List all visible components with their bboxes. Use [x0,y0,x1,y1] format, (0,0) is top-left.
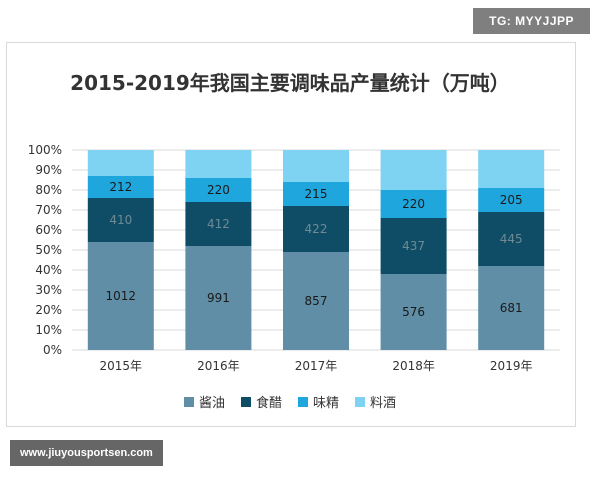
data-label: 220 [402,197,425,211]
x-tick-label: 2015年 [100,359,143,373]
data-label: 220 [207,183,230,197]
bar-segment [185,202,252,246]
legend-label: 食醋 [255,396,282,411]
legend-label: 酱油 [198,396,225,411]
bar-segment [283,252,349,350]
legend-item-vinegar: 食醋 [240,392,282,411]
data-label: 422 [305,222,328,236]
top-watermark-badge: TG: MYYJJPP [473,8,590,34]
x-tick-label: 2017年 [295,359,338,373]
x-tick-label: 2018年 [392,359,435,373]
bar-segment [283,206,349,252]
bar-segment [87,150,154,176]
legend-item-msg: 味精 [298,392,339,411]
data-label: 412 [207,217,230,231]
bar-segment [478,150,545,188]
data-label: 410 [109,213,132,227]
y-tick-label: 80% [35,183,62,197]
legend-swatch [240,396,251,407]
chart-legend: 酱油 食醋 味精 料酒 [0,392,580,411]
x-tick-label: 2019年 [490,359,533,373]
y-tick-label: 40% [35,263,62,277]
bar-segment [283,150,349,182]
bar-segment [87,242,154,350]
y-tick-label: 10% [35,323,62,337]
legend-swatch [355,396,366,407]
bar-segment [185,150,252,178]
y-tick-label: 0% [43,343,62,357]
data-label: 205 [500,193,523,207]
y-tick-label: 70% [35,203,62,217]
data-label: 991 [207,291,230,305]
data-label: 1012 [106,289,137,303]
bar-segment [87,176,154,198]
data-label: 215 [305,187,328,201]
bar-segment [380,150,447,190]
bar-segment [87,198,154,242]
data-label: 857 [305,294,328,308]
bottom-watermark-badge: www.jiuyousportsen.com [10,440,163,466]
y-tick-label: 30% [35,283,62,297]
legend-label: 料酒 [370,396,397,411]
bar-segment [380,218,447,274]
y-tick-label: 20% [35,303,62,317]
bar-segment [380,190,447,218]
bar-segment [283,182,349,206]
chart-title: 2015-2019年我国主要调味品产量统计（万吨） [70,71,510,95]
y-tick-label: 60% [35,223,62,237]
legend-item-soy-sauce: 酱油 [183,392,225,411]
bar-segment [185,246,252,350]
legend-swatch [183,396,194,407]
legend-item-cooking-wine: 料酒 [355,392,396,411]
legend-swatch [298,396,308,407]
bar-segment [185,178,252,202]
data-label: 681 [500,301,523,315]
data-label: 445 [500,232,523,246]
data-label: 212 [109,180,132,194]
bar-segment [478,212,545,266]
bar-segment [380,274,447,350]
legend-label: 味精 [313,396,340,411]
bar-segment [478,188,545,212]
data-label: 576 [402,305,425,319]
y-tick-label: 100% [28,143,62,157]
data-label: 437 [402,239,425,253]
bar-segment [478,266,545,350]
x-tick-label: 2016年 [197,359,240,373]
y-tick-label: 50% [35,243,62,257]
y-tick-label: 90% [35,163,62,177]
